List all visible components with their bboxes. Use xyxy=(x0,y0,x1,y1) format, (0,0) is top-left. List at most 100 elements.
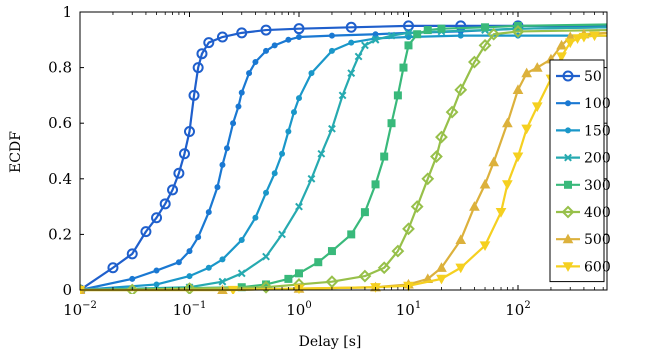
data-point xyxy=(173,167,185,179)
data-point xyxy=(279,150,286,157)
data-point xyxy=(238,236,245,243)
data-point xyxy=(290,109,297,116)
data-point xyxy=(271,42,278,49)
data-point xyxy=(572,34,583,44)
data-point xyxy=(205,264,212,271)
legend-label: 100 xyxy=(584,96,611,112)
data-point xyxy=(205,209,212,216)
x-tick-base: 10 xyxy=(505,301,524,319)
legend-marker xyxy=(561,205,575,219)
series-line xyxy=(80,26,607,292)
legend-marker xyxy=(562,70,574,82)
data-point xyxy=(325,275,339,289)
data-point xyxy=(328,47,335,54)
data-point xyxy=(402,222,415,236)
legend-item: 50 xyxy=(556,69,602,85)
data-point xyxy=(479,178,491,189)
data-point xyxy=(404,28,413,37)
x-tick-label: 101 xyxy=(396,300,421,319)
data-point xyxy=(178,148,190,160)
data-point xyxy=(260,24,272,36)
data-point xyxy=(361,41,369,50)
data-point xyxy=(126,248,138,260)
data-point xyxy=(556,39,567,50)
y-tick-label: 0.8 xyxy=(48,59,72,77)
x-tick-label: 102 xyxy=(505,300,530,319)
data-point xyxy=(521,124,533,135)
x-tick-label: 100 xyxy=(286,300,311,319)
data-point xyxy=(252,59,259,66)
legend-box xyxy=(549,59,605,283)
series-300 xyxy=(80,21,607,294)
data-point xyxy=(457,32,464,39)
x-tick-base: 10 xyxy=(286,301,305,319)
x-tick-exponent: −1 xyxy=(192,300,207,311)
x-axis-label: Delay [s] xyxy=(299,334,362,350)
data-point xyxy=(347,69,356,78)
legend-marker xyxy=(562,233,574,244)
y-tick-label: 0.6 xyxy=(48,114,72,132)
data-point xyxy=(294,269,303,278)
data-point xyxy=(153,281,160,288)
data-point xyxy=(347,230,356,239)
data-point xyxy=(393,91,402,100)
legend-label: 150 xyxy=(584,123,611,139)
series-200 xyxy=(80,24,607,294)
legend: 50 100 150 200 300 400 500 600 xyxy=(549,59,611,283)
data-point xyxy=(307,174,316,183)
legend-marker xyxy=(564,153,572,162)
data-point xyxy=(469,201,480,211)
y-tick-label: 0.4 xyxy=(48,170,72,188)
series-150 xyxy=(80,32,607,293)
data-point xyxy=(183,126,195,138)
legend-label: 400 xyxy=(584,205,611,221)
data-point xyxy=(354,52,363,61)
legend-item: 600 xyxy=(556,259,611,275)
legend-item: 300 xyxy=(556,178,611,194)
data-point xyxy=(237,269,246,278)
y-tick-label: 0 xyxy=(62,281,72,299)
data-point xyxy=(589,31,600,42)
data-point xyxy=(410,200,424,214)
data-point xyxy=(371,35,380,44)
data-point xyxy=(445,105,459,119)
x-tick-exponent: 2 xyxy=(524,300,530,311)
data-point xyxy=(556,52,567,63)
data-point xyxy=(437,24,446,33)
legend-item: 100 xyxy=(556,96,611,112)
data-point xyxy=(223,145,230,152)
data-point xyxy=(512,84,524,94)
data-point xyxy=(216,31,228,43)
data-point xyxy=(521,67,533,78)
series-400 xyxy=(80,25,607,294)
data-point xyxy=(511,25,525,38)
data-point xyxy=(421,172,435,186)
data-point xyxy=(159,198,171,210)
data-point xyxy=(502,117,513,128)
data-point xyxy=(262,252,270,261)
data-point xyxy=(488,156,500,167)
series-100 xyxy=(80,25,607,293)
data-point xyxy=(380,152,389,161)
series-line xyxy=(80,28,607,292)
legend-label: 600 xyxy=(584,259,611,275)
legend-item: 400 xyxy=(556,205,611,221)
legend-label: 300 xyxy=(584,178,611,194)
data-point xyxy=(196,48,208,60)
data-point xyxy=(252,214,259,221)
data-point xyxy=(278,230,286,239)
data-point xyxy=(387,119,396,128)
data-point xyxy=(479,241,491,252)
data-point xyxy=(405,34,412,41)
data-point xyxy=(317,149,326,158)
data-point xyxy=(387,31,396,40)
data-point xyxy=(423,26,432,35)
data-point xyxy=(430,150,443,163)
legend-label: 500 xyxy=(584,232,611,248)
data-point xyxy=(377,261,391,275)
data-point xyxy=(454,83,468,97)
data-point xyxy=(455,263,467,274)
plot-frame xyxy=(79,11,608,291)
data-point xyxy=(175,259,182,266)
